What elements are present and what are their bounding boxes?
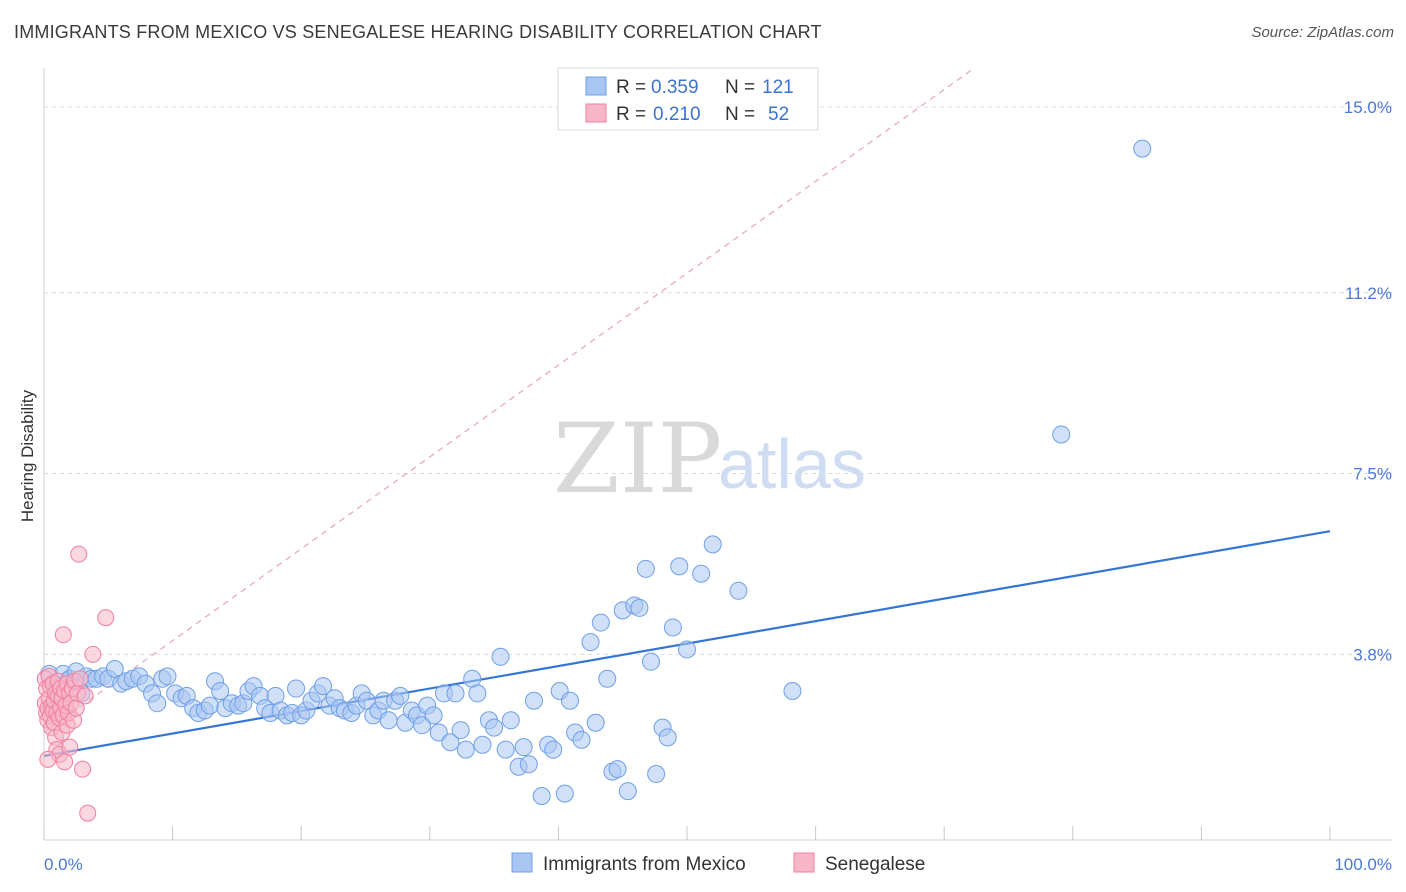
data-point-mexico [636,559,655,578]
legend-n-value-senegalese: 52 [768,104,789,125]
y-tick-label: 3.8% [1353,645,1392,664]
watermark-zip: ZIP [553,403,722,515]
data-point-mexico [468,684,487,703]
legend-swatch-senegalese [585,103,607,123]
data-point-mexico [598,669,617,688]
data-point-mexico [491,647,510,666]
data-point-mexico [451,721,470,740]
gridlines [44,106,1392,655]
data-point-mexico [424,706,443,725]
y-tick-label: 11.2% [1345,284,1392,303]
data-point-senegalese [54,626,72,644]
data-point-mexico [211,681,230,700]
data-point-mexico [703,535,722,554]
legend-box: R = 0.359 N = 121 R = 0.210 N = 52 [557,67,819,131]
x-tick-labels: 0.0% 100.0% [44,855,1392,874]
data-point-mexico [555,784,574,803]
data-point-mexico [663,618,682,637]
data-point-mexico [560,691,579,710]
data-point-senegalese [84,645,102,663]
data-point-mexico [314,677,333,696]
data-point-mexico [678,640,696,659]
data-point-senegalese [97,609,115,627]
data-point-mexico [473,735,492,754]
data-point-mexico [524,691,543,710]
data-point-mexico [413,716,432,735]
data-point-senegalese [39,750,57,768]
data-point-mexico [446,684,465,703]
data-point-mexico [647,765,666,784]
series-senegalese [36,545,115,822]
legend-n-label-senegalese: N = [725,104,755,125]
chart-title: IMMIGRANTS FROM MEXICO VS SENEGALESE HEA… [14,22,822,42]
data-point-mexico [630,598,649,617]
data-point-mexico [496,740,515,759]
legend-swatch-mexico [585,76,607,96]
data-point-senegalese [70,545,88,563]
legend-n-label-mexico: N = [725,77,755,98]
y-tick-label: 15.0% [1344,98,1392,117]
data-point-senegalese [79,804,97,822]
data-point-mexico [158,667,177,686]
data-point-mexico [287,679,306,698]
data-point-mexico [618,782,637,801]
data-point-mexico [514,738,533,757]
data-point-senegalese [74,760,92,778]
data-point-mexico [379,711,398,730]
data-point-mexico [572,730,591,749]
data-point-mexico [391,686,410,705]
data-point-mexico [591,613,610,632]
watermark-atlas: atlas [718,425,866,503]
y-tick-label: 7.5% [1353,465,1392,484]
data-point-mexico [148,694,167,713]
data-point-mexico [429,723,448,742]
y-axis-title: Hearing Disability [18,389,37,522]
data-point-senegalese [61,738,79,756]
data-point-senegalese [71,670,89,688]
legend-r-value-mexico: 0.359 [651,77,699,98]
legend-r-value-senegalese: 0.210 [653,104,701,125]
source-label: Source: ZipAtlas.com [1251,24,1394,41]
bottom-legend-swatch-senegalese [793,852,815,873]
data-point-mexico [641,652,660,671]
data-point-mexico [532,787,551,806]
data-point-mexico [729,581,748,600]
legend-r-label-senegalese: R = [616,104,646,125]
bottom-legend: Immigrants from Mexico Senegalese [511,852,925,875]
data-point-senegalese [76,687,94,705]
data-point-mexico [581,633,600,652]
bottom-legend-swatch-mexico [511,852,533,873]
data-point-mexico [1133,139,1152,158]
data-point-mexico [485,718,504,737]
y-tick-labels: 3.8% 7.5% 11.2% 15.0% [1344,98,1392,664]
data-point-mexico [608,760,627,779]
x-tick-label: 100.0% [1334,855,1392,874]
data-point-mexico [670,557,689,576]
data-point-senegalese [56,753,74,771]
data-point-mexico [783,681,802,700]
data-point-mexico [519,755,538,774]
data-point-mexico [456,740,475,759]
bottom-legend-label-mexico: Immigrants from Mexico [543,854,746,875]
watermark: ZIP atlas [553,403,866,515]
legend-r-label-mexico: R = [616,77,646,98]
trend-line-senegalese [43,67,975,733]
data-point-mexico [544,740,563,759]
x-ticks [43,826,1331,840]
legend-n-value-mexico: 121 [762,77,794,98]
bottom-legend-label-senegalese: Senegalese [825,854,925,875]
data-point-mexico [441,733,460,752]
data-point-mexico [501,711,520,730]
data-point-mexico [586,713,605,732]
x-tick-label: 0.0% [44,855,83,874]
data-point-mexico [658,728,677,747]
data-point-mexico [200,696,219,715]
data-point-mexico [1052,425,1071,444]
data-point-mexico [692,564,711,583]
